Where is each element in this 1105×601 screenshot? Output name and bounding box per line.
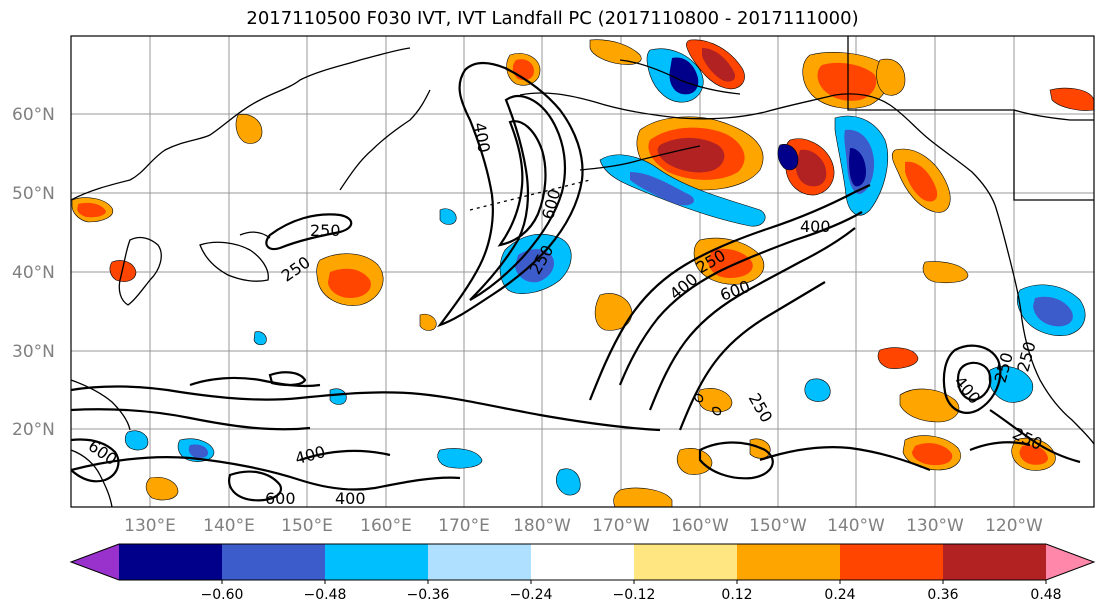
colorbar-tick-label: 0.12 — [721, 587, 752, 601]
contour-label-17: 400 — [335, 489, 366, 508]
contour-label-16: 600 — [265, 489, 296, 508]
lon-label-140w: 140°W — [827, 516, 885, 536]
colorbar-tick-label: 0.48 — [1030, 587, 1061, 601]
lon-label-130e: 130°E — [124, 516, 176, 536]
latitude-labels: 60°N 50°N 40°N 30°N 20°N — [12, 105, 55, 440]
colorbar-tick-label: −0.60 — [201, 587, 244, 601]
lon-label-130w: 130°W — [906, 516, 964, 536]
colorbar-segment — [119, 544, 223, 580]
lat-label-60: 60°N — [12, 105, 55, 125]
lon-label-120w: 120°W — [985, 516, 1043, 536]
lat-label-40: 40°N — [12, 263, 55, 283]
ivt-landfall-pc-shading — [71, 39, 1094, 507]
map-frame — [70, 35, 1095, 508]
lat-label-20: 20°N — [12, 420, 55, 440]
colorbar-segment — [428, 544, 532, 580]
colorbar-segment — [325, 544, 429, 580]
lon-label-150w: 150°W — [749, 516, 807, 536]
longitude-labels: 130°E 140°E 150°E 160°E 170°E 180°W 170°… — [124, 516, 1043, 536]
colorbar-tick-label: −0.48 — [304, 587, 347, 601]
colorbar-segment — [531, 544, 635, 580]
colorbar-tick-label: −0.12 — [613, 587, 656, 601]
colorbar-outline — [69, 543, 1096, 581]
colorbar-tick-label: −0.24 — [510, 587, 553, 601]
colorbar-segment — [840, 544, 944, 580]
colorbar: −0.60 −0.48 −0.36 −0.24 −0.12 0.12 0.24 0.36 0.4… — [69, 543, 1096, 601]
lon-label-140e: 140°E — [203, 516, 255, 536]
colorbar-segment — [737, 544, 841, 580]
colorbar-tick-label: 0.24 — [824, 587, 855, 601]
lat-label-50: 50°N — [12, 184, 55, 204]
colorbar-extend-min — [71, 544, 119, 580]
colorbar-tick-label: 0.36 — [927, 587, 958, 601]
colorbar-segment — [943, 544, 1047, 580]
lon-label-160w: 160°W — [671, 516, 729, 536]
lon-label-170e: 170°E — [438, 516, 490, 536]
map-content: 400 600 250 250 250 400 250 600 400 250 … — [71, 36, 1094, 508]
colorbar-extend-max — [1046, 544, 1094, 580]
ivt-contours — [71, 61, 1081, 502]
lon-label-160e: 160°E — [360, 516, 412, 536]
contour-label-4: 250 — [310, 221, 341, 240]
lon-label-150e: 150°E — [281, 516, 333, 536]
lon-label-170w: 170°W — [592, 516, 650, 536]
contour-label-6: 400 — [800, 217, 831, 236]
colorbar-segment — [222, 544, 326, 580]
lon-label-180w: 180°W — [513, 516, 571, 536]
colorbar-tick-label: −0.36 — [407, 587, 450, 601]
colorbar-segment — [634, 544, 738, 580]
lat-label-30: 30°N — [12, 342, 55, 362]
coastlines — [71, 36, 1094, 507]
map-title: 2017110500 F030 IVT, IVT Landfall PC (20… — [246, 8, 859, 29]
